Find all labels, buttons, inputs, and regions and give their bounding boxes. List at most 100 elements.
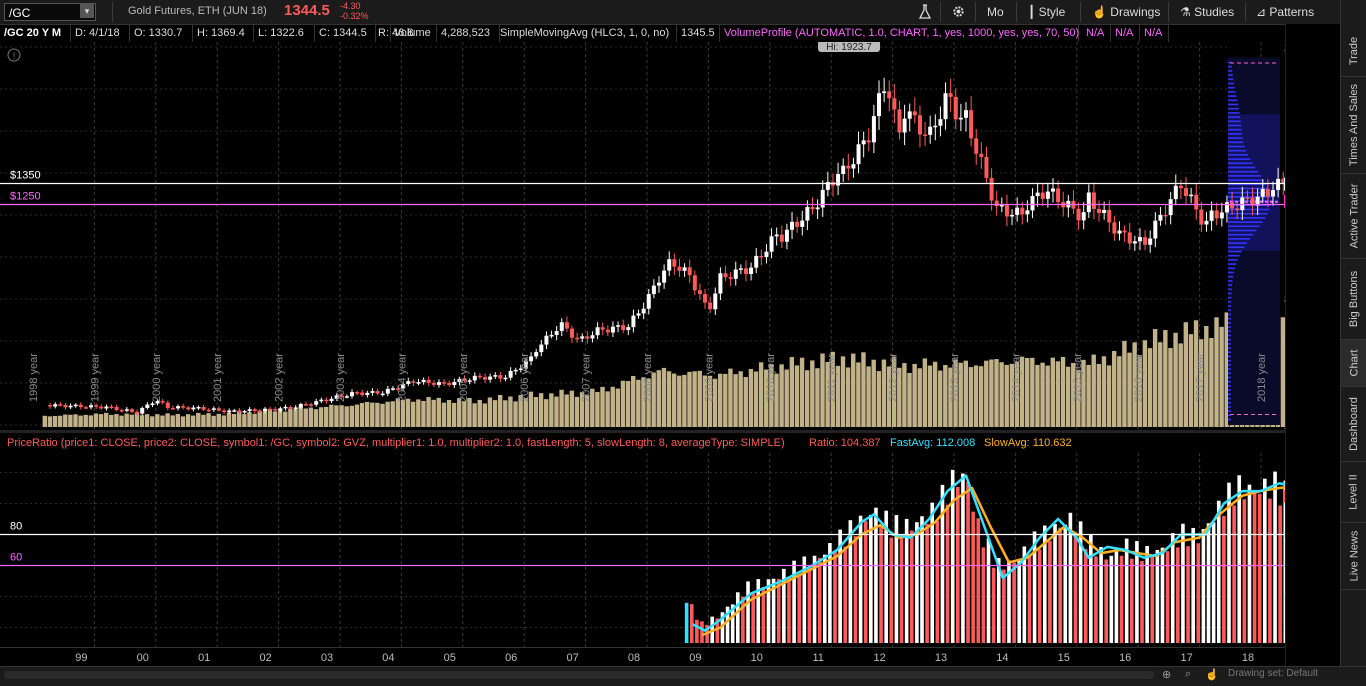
candle-body — [1250, 197, 1255, 206]
flask-icon[interactable] — [918, 4, 932, 20]
ratio-bar — [991, 567, 996, 643]
slow-avg-value: SlowAvg: 110.632 — [984, 437, 1072, 449]
volume-profile-label[interactable]: VolumeProfile (AUTOMATIC, 1.0, CHART, 1,… — [720, 25, 1079, 42]
candle-body — [124, 409, 129, 411]
candle-body — [964, 110, 968, 118]
symbol-input[interactable]: /GC — [4, 3, 96, 21]
sidebar-tab-times-and-sales[interactable]: Times And Sales — [1341, 77, 1366, 174]
candle-body — [324, 399, 329, 402]
sidebar-tab-trade[interactable]: Trade — [1341, 26, 1366, 77]
drawings-button[interactable]: ☝ Drawings — [1092, 4, 1160, 20]
pane-divider[interactable] — [0, 430, 1285, 433]
ratio-bar — [1078, 521, 1083, 643]
volume-bar — [584, 395, 590, 427]
ratio-bar — [996, 558, 1001, 643]
chart-label[interactable]: /GC 20 Y M — [0, 25, 71, 42]
candle-body — [907, 111, 912, 119]
volume-bar — [605, 391, 610, 427]
horizontal-scrollbar[interactable] — [4, 671, 1154, 679]
volume-profile-bar — [1228, 116, 1241, 118]
year-label: 2003 year — [335, 353, 347, 402]
volume-bar — [400, 399, 406, 427]
candle-body — [1178, 185, 1183, 189]
drawing-set-label[interactable]: Drawing set: Default — [1228, 668, 1319, 679]
candle-body — [1127, 232, 1132, 244]
candle-body — [503, 377, 508, 380]
gear-icon[interactable] — [951, 4, 966, 20]
sidebar-tab-big-buttons[interactable]: Big Buttons — [1341, 259, 1366, 340]
volume-bar — [927, 365, 933, 427]
volume-profile-bar — [1228, 330, 1232, 333]
patterns-button[interactable]: ⊿ Patterns — [1256, 4, 1314, 20]
candle-body — [216, 408, 221, 411]
ratio-bar — [1027, 555, 1032, 643]
toolbar-separator — [1245, 2, 1246, 22]
sma-study-label[interactable]: SimpleMovingAvg (HLC3, 1, 0, no) — [496, 25, 677, 42]
time-axis[interactable]: 99 00 01 02 03 04 05 06 07 08 09 10 11 12 13 14 15 16 17 18… — [0, 647, 1285, 666]
volume-bar — [902, 363, 907, 427]
volume-bar — [1060, 356, 1066, 427]
volume-study-label[interactable]: Volume — [390, 25, 437, 42]
volume-profile-bar — [1228, 133, 1243, 135]
candle-body — [590, 335, 595, 339]
zoom-icon[interactable]: ⊕ — [1162, 669, 1172, 681]
price-levels[interactable]: $1350 $1250 — [0, 170, 1284, 206]
volume-bar — [1219, 326, 1224, 427]
candle-body — [825, 181, 830, 190]
percent-change: -0.32% — [340, 11, 369, 21]
candle-body — [1168, 199, 1173, 216]
volume-bar — [1055, 361, 1061, 427]
price-chart[interactable]: $1350 $1250 2000 1800 1600 1400 1200 1000 800 60… — [0, 42, 1285, 430]
volume-bar — [830, 351, 835, 427]
candle-body — [278, 408, 283, 411]
sidebar-tab-level-ii[interactable]: Level II — [1341, 462, 1366, 523]
ratio-bar — [971, 511, 975, 643]
volume-profile-bar — [1228, 355, 1232, 358]
ratio-bar — [874, 507, 878, 643]
sidebar-tab-active-trader[interactable]: Active Trader — [1341, 174, 1366, 259]
candle-body — [1081, 212, 1086, 221]
chevron-down-icon[interactable]: ▾ — [80, 4, 94, 18]
candle-body — [718, 273, 723, 294]
candle-body — [94, 405, 99, 407]
sidebar-tab-chart[interactable]: Chart — [1341, 340, 1366, 387]
volume-bar — [88, 415, 94, 427]
volume-bar — [73, 414, 78, 427]
volume-bar — [871, 359, 876, 427]
axis-strip — [1285, 24, 1341, 666]
volume-bar — [728, 368, 733, 427]
time-tick-label: 13 — [935, 652, 947, 664]
volume-profile-bar — [1228, 343, 1232, 345]
ratio-bar — [689, 604, 694, 643]
year-label: 2009 year — [703, 353, 715, 402]
volume-bar — [958, 362, 963, 427]
magnifier-icon[interactable]: ⌕ — [1185, 668, 1192, 680]
candle-body — [483, 377, 488, 380]
ratio-bar — [741, 596, 745, 643]
volume-profile-bar — [1228, 137, 1243, 139]
candle-body — [170, 407, 175, 410]
sidebar-tab-live-news[interactable]: Live News — [1341, 523, 1366, 590]
info-circle-icon[interactable]: ! — [7, 48, 21, 62]
hand-icon[interactable]: ☝ — [1205, 669, 1219, 681]
volume-bar — [78, 415, 83, 427]
style-button[interactable]: ┃ Style — [1028, 4, 1065, 20]
ratio-study-label[interactable]: PriceRatio (price1: CLOSE, price2: CLOSE… — [7, 437, 785, 449]
volume-bar — [554, 396, 559, 427]
candle-body — [1137, 237, 1142, 242]
volume-profile-bar — [1228, 380, 1231, 383]
volume-bar — [462, 401, 467, 427]
candle-body — [196, 406, 201, 409]
volume-bar — [528, 391, 534, 427]
ratio-levels[interactable]: 80 60 — [0, 521, 1284, 567]
candle-body — [68, 405, 73, 408]
ratio-bar — [1165, 551, 1170, 643]
volume-bar — [1081, 359, 1086, 427]
studies-button[interactable]: ⚗ Studies — [1180, 4, 1234, 20]
aggregation-button[interactable]: Mo — [987, 5, 1004, 19]
ratio-bar — [746, 581, 750, 643]
volume-bar — [600, 386, 605, 427]
sidebar-tab-dashboard[interactable]: Dashboard — [1341, 387, 1366, 462]
sidebar-tab-label: Dashboard — [1348, 397, 1361, 451]
